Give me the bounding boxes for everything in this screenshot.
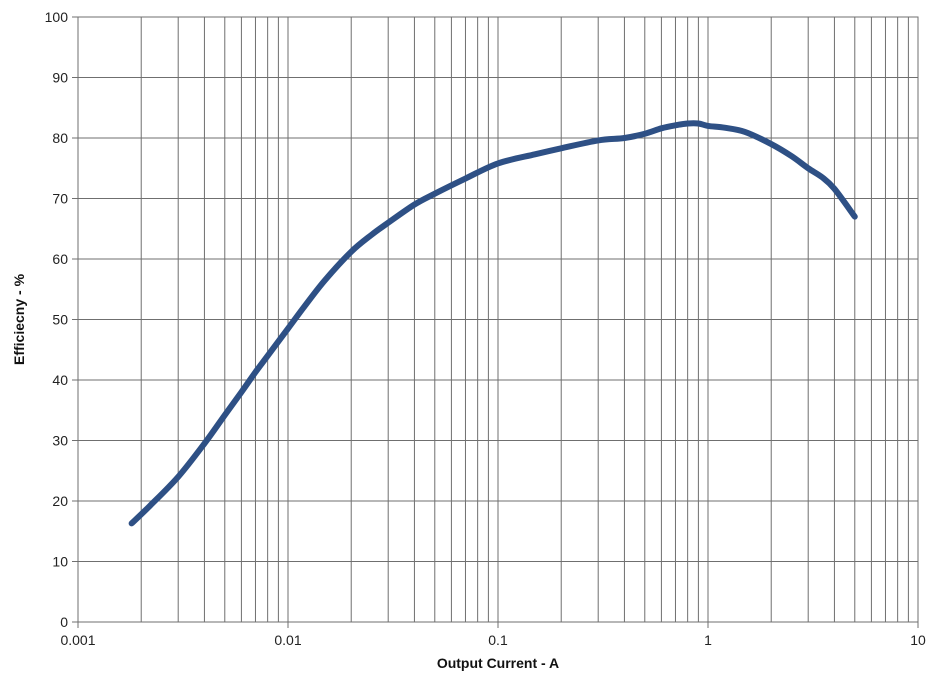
x-tick-label: 0.1 [488,632,508,648]
y-tick-labels: 0 10 20 30 40 50 60 70 80 90 100 [45,9,78,630]
y-tick-label: 10 [52,554,68,570]
y-axis-title: Efficiecny - % [11,273,27,365]
y-tick-label: 30 [52,433,68,449]
x-tick-label: 0.001 [60,632,95,648]
y-tick-label: 80 [52,130,68,146]
y-tick-label: 90 [52,70,68,86]
x-tick-labels: 0.001 0.01 0.1 1 10 [60,622,926,648]
y-tick-label: 40 [52,372,68,388]
x-tick-label: 10 [910,632,926,648]
y-tick-label: 100 [45,9,69,25]
efficiency-curve [128,120,858,527]
y-tick-label: 50 [52,312,68,328]
y-tick-label: 70 [52,191,68,207]
x-tick-label: 0.01 [274,632,301,648]
x-axis-title: Output Current - A [437,655,559,671]
y-tick-label: 60 [52,251,68,267]
y-gridlines [78,77,918,562]
y-tick-label: 20 [52,493,68,509]
x-tick-label: 1 [704,632,712,648]
y-tick-label: 0 [60,614,68,630]
